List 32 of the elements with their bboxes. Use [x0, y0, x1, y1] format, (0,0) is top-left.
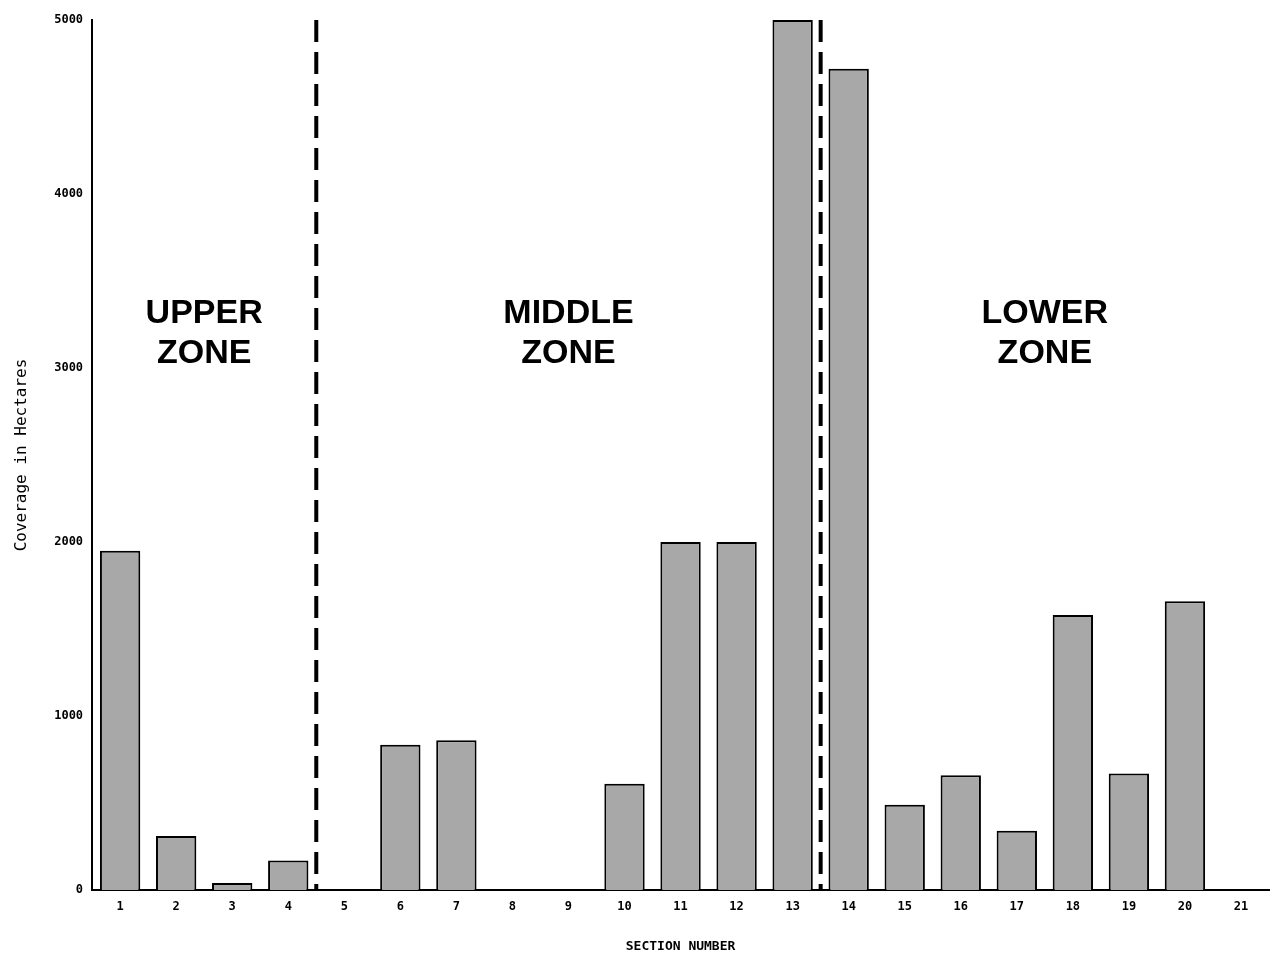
x-axis-title: SECTION NUMBER	[625, 937, 736, 953]
x-tick-label: 11	[673, 899, 688, 914]
y-tick-label: 5000	[54, 12, 84, 27]
x-tick-label: 14	[841, 899, 856, 914]
y-tick-label: 1000	[54, 708, 84, 723]
x-tick-label: 7	[452, 899, 460, 914]
annotation: MIDDLE ZONE	[503, 291, 634, 370]
x-tick-label: 21	[1233, 899, 1249, 914]
x-tick-label: 12	[729, 899, 744, 914]
x-tick-label: 18	[1065, 899, 1081, 914]
x-tick-label: 15	[897, 899, 912, 914]
x-tick-label: 8	[508, 899, 517, 914]
x-tick-label: 10	[617, 899, 632, 914]
x-tick-label: 6	[396, 899, 404, 914]
x-tick-label: 9	[564, 899, 573, 914]
x-tick-label: 4	[284, 899, 292, 914]
y-tick-label: 4000	[54, 186, 84, 201]
x-tick-label: 17	[1009, 899, 1025, 914]
y-axis-title: Coverage in Hectares	[10, 358, 30, 552]
annotation: LOWER ZONE	[981, 291, 1109, 370]
x-tick-label: 13	[785, 899, 800, 914]
x-tick-label: 1	[116, 899, 124, 914]
y-tick-label: 0	[75, 882, 84, 897]
x-tick-label: 2	[172, 899, 180, 914]
x-tick-label: 16	[953, 899, 968, 914]
y-tick-label: 3000	[54, 360, 84, 375]
annotation: UPPER ZONE	[145, 291, 263, 370]
x-tick-label: 5	[340, 899, 348, 914]
x-tick-label: 19	[1121, 899, 1137, 914]
x-tick-label: 20	[1177, 899, 1193, 914]
x-tick-label: 3	[228, 899, 236, 914]
y-tick-label: 2000	[54, 534, 84, 549]
